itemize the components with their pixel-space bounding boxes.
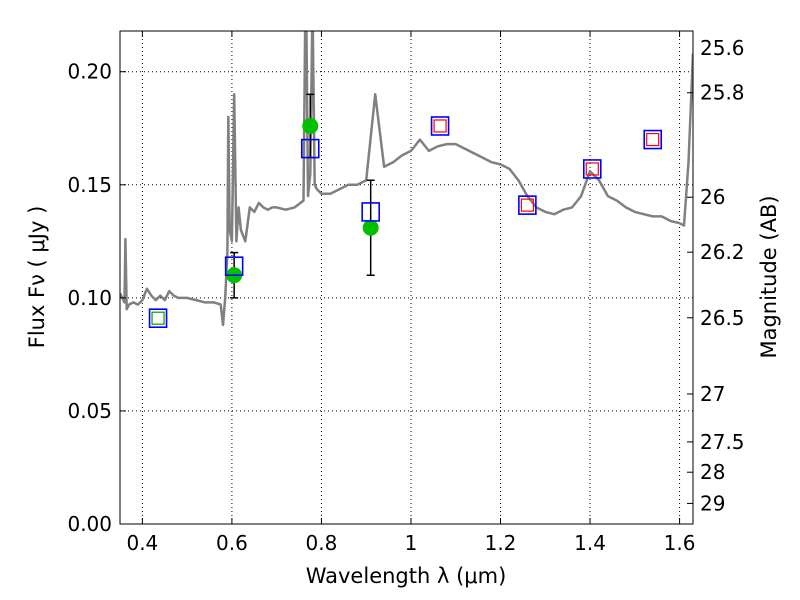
- x-tick-label: 0.4: [126, 531, 158, 555]
- model-box: [224, 256, 244, 276]
- model-inner-box: [585, 162, 599, 176]
- y-right-tick-label: 27: [700, 382, 725, 406]
- y-tick-label: 0.05: [67, 399, 112, 423]
- model-box: [643, 129, 663, 150]
- model-inner-box: [646, 132, 660, 147]
- model-inner-box: [520, 198, 534, 212]
- y-right-tick-label: 26.5: [700, 306, 745, 330]
- observed-point: [362, 219, 379, 236]
- x-tick-label: 1.2: [485, 531, 517, 555]
- y-tick-label: 0.10: [67, 286, 112, 310]
- y-axis-ticks: 0.00 0.05 0.10 0.15 0.20: [67, 60, 126, 536]
- y-right-tick-label: 27.5: [700, 430, 745, 454]
- y-tick-label: 0.20: [67, 60, 112, 84]
- y-tick-label: 0.15: [67, 173, 112, 197]
- model-inner-box: [151, 311, 165, 325]
- model-box: [518, 195, 537, 215]
- model-box: [300, 138, 320, 159]
- x-axis-label: Wavelength λ (μm): [306, 564, 507, 588]
- model-layer: [148, 116, 663, 329]
- model-inner-box: [433, 119, 447, 133]
- model-box: [430, 116, 450, 136]
- x-tick-label: 1.6: [664, 531, 696, 555]
- y-right-tick-label: 29: [700, 491, 725, 515]
- y-right-tick-label: 26.2: [700, 240, 745, 264]
- observed-point: [302, 117, 319, 134]
- y-right-tick-label: 28: [700, 460, 725, 484]
- y-right-axis-ticks: 25.6 25.8 26 26.2 26.5 27 27.5 28 29: [687, 36, 745, 515]
- model-box: [361, 202, 380, 222]
- y-right-tick-label: 25.6: [700, 36, 745, 60]
- model-box: [148, 308, 168, 329]
- x-tick-label: 0.8: [306, 531, 338, 555]
- y-axis-label: Flux Fν ( μJy ): [25, 206, 49, 349]
- y-right-tick-label: 25.8: [700, 81, 745, 105]
- model-box: [582, 159, 602, 179]
- x-tick-label: 1.4: [574, 531, 606, 555]
- x-tick-label: 0.6: [216, 531, 248, 555]
- plot-background: [120, 31, 693, 524]
- y-right-tick-label: 26: [700, 185, 725, 209]
- y-right-axis-label: Magnitude (AB): [757, 195, 781, 358]
- y-tick-label: 0.00: [67, 512, 112, 536]
- plot-frame: [119, 30, 694, 525]
- x-axis-ticks: 0.4 0.6 0.8 1 1.2 1.4 1.6: [126, 31, 695, 555]
- x-tick-label: 1: [405, 531, 418, 555]
